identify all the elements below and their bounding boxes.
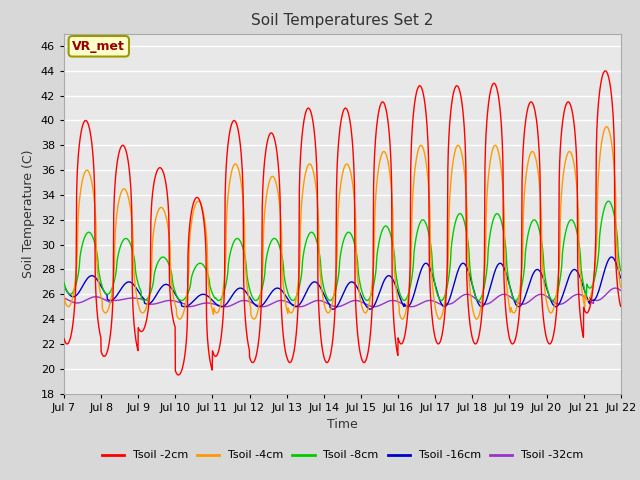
X-axis label: Time: Time xyxy=(327,418,358,431)
Y-axis label: Soil Temperature (C): Soil Temperature (C) xyxy=(22,149,35,278)
Title: Soil Temperatures Set 2: Soil Temperatures Set 2 xyxy=(252,13,433,28)
Legend: Tsoil -2cm, Tsoil -4cm, Tsoil -8cm, Tsoil -16cm, Tsoil -32cm: Tsoil -2cm, Tsoil -4cm, Tsoil -8cm, Tsoi… xyxy=(97,446,588,465)
Text: VR_met: VR_met xyxy=(72,40,125,53)
